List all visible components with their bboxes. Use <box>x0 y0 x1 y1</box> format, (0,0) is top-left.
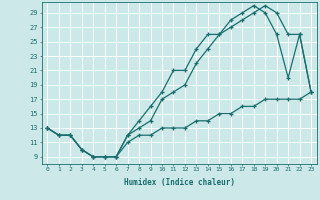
X-axis label: Humidex (Indice chaleur): Humidex (Indice chaleur) <box>124 178 235 187</box>
